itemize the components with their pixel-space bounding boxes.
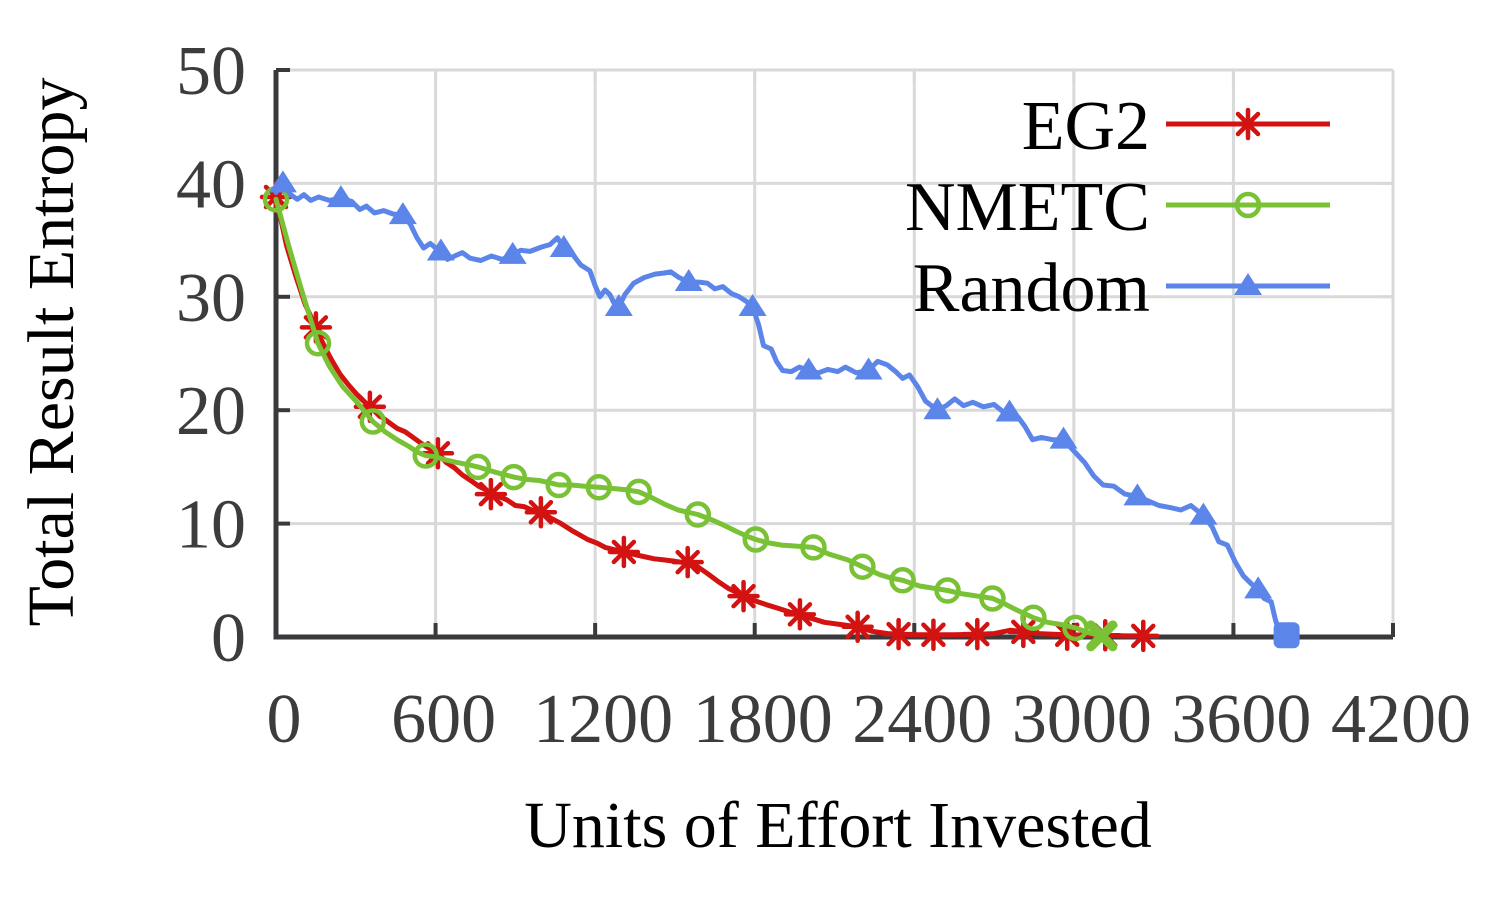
series-marker-Random bbox=[674, 269, 703, 292]
y-tick-label: 0 bbox=[211, 600, 246, 677]
y-tick-label: 20 bbox=[176, 373, 246, 450]
series-marker-Random bbox=[1189, 502, 1218, 525]
series-marker-NMETC bbox=[412, 442, 439, 469]
series-marker-NMETC bbox=[464, 453, 492, 481]
x-tick-label: 4200 bbox=[1331, 681, 1471, 758]
series-marker-Random bbox=[794, 357, 823, 380]
x-tick-label: 600 bbox=[391, 681, 496, 758]
series-marker-Random bbox=[738, 294, 767, 317]
series-marker-Random bbox=[995, 399, 1024, 422]
series-marker-NMETC bbox=[1062, 614, 1089, 642]
series-marker-EG2 bbox=[607, 535, 641, 569]
x-tick-label: 0 bbox=[267, 681, 302, 758]
x-tick-label: 1800 bbox=[693, 681, 833, 758]
series-marker-EG2 bbox=[727, 579, 760, 613]
legend-marker-EG2 bbox=[1231, 107, 1265, 141]
series-marker-NMETC bbox=[625, 478, 653, 506]
y-tick-label: 40 bbox=[176, 146, 246, 223]
series-marker-NMETC bbox=[545, 471, 572, 499]
x-axis-title: Units of Effort Invested bbox=[524, 789, 1152, 862]
legend-marker-Random bbox=[1234, 273, 1262, 295]
y-tick-label: 10 bbox=[176, 487, 246, 564]
x-tick-label: 2400 bbox=[852, 681, 992, 758]
series-marker-Random bbox=[549, 235, 578, 258]
series-marker-EG2 bbox=[882, 617, 915, 651]
series-marker-Random bbox=[854, 357, 883, 380]
series-marker-Random bbox=[498, 241, 527, 264]
x-tick-label: 3000 bbox=[1012, 681, 1152, 758]
series-marker-Random bbox=[604, 294, 633, 317]
series-marker-NMETC bbox=[304, 330, 332, 357]
legend-label-EG2: EG2 bbox=[1022, 88, 1150, 165]
series-end-marker-Random bbox=[1273, 622, 1300, 649]
series-marker-EG2 bbox=[783, 598, 817, 631]
series-marker-NMETC bbox=[979, 585, 1006, 612]
series-marker-NMETC bbox=[849, 553, 876, 580]
series-marker-Random bbox=[1123, 483, 1152, 506]
x-tick-label: 1200 bbox=[533, 681, 673, 758]
series-marker-Random bbox=[388, 202, 417, 225]
series-marker-EG2 bbox=[961, 617, 994, 651]
series-marker-EG2 bbox=[841, 610, 874, 644]
series-marker-Random bbox=[426, 238, 455, 261]
y-axis-title: Total Result Entropy bbox=[15, 77, 88, 627]
series-marker-NMETC bbox=[1020, 604, 1047, 631]
series-marker-EG2 bbox=[671, 545, 704, 579]
series-marker-NMETC bbox=[359, 408, 387, 435]
series-marker-EG2 bbox=[1127, 619, 1160, 653]
series-marker-NMETC bbox=[684, 501, 712, 528]
legend-marker-NMETC bbox=[1234, 191, 1262, 219]
series-marker-EG2 bbox=[474, 477, 508, 511]
series-marker-Random bbox=[1244, 576, 1273, 599]
legend-label-NMETC: NMETC bbox=[905, 169, 1150, 246]
series-marker-Random bbox=[326, 185, 355, 208]
x-tick-label: 3600 bbox=[1171, 681, 1311, 758]
series-marker-NMETC bbox=[742, 526, 770, 553]
series-marker-NMETC bbox=[585, 474, 613, 501]
series-marker-NMETC bbox=[800, 534, 827, 561]
series-marker-Random bbox=[923, 397, 952, 420]
series-marker-EG2 bbox=[917, 618, 950, 651]
legend-label-Random: Random bbox=[913, 250, 1150, 327]
series-marker-EG2 bbox=[524, 496, 558, 529]
series-marker-NMETC bbox=[934, 577, 961, 604]
series-marker-Random bbox=[1049, 426, 1078, 449]
series-marker-NMETC bbox=[889, 567, 916, 594]
series-end-marker-NMETC bbox=[1086, 620, 1118, 652]
y-tick-label: 30 bbox=[176, 260, 246, 337]
series-marker-NMETC bbox=[500, 463, 528, 491]
y-tick-label: 50 bbox=[176, 33, 246, 110]
series-marker-Random bbox=[268, 170, 297, 193]
